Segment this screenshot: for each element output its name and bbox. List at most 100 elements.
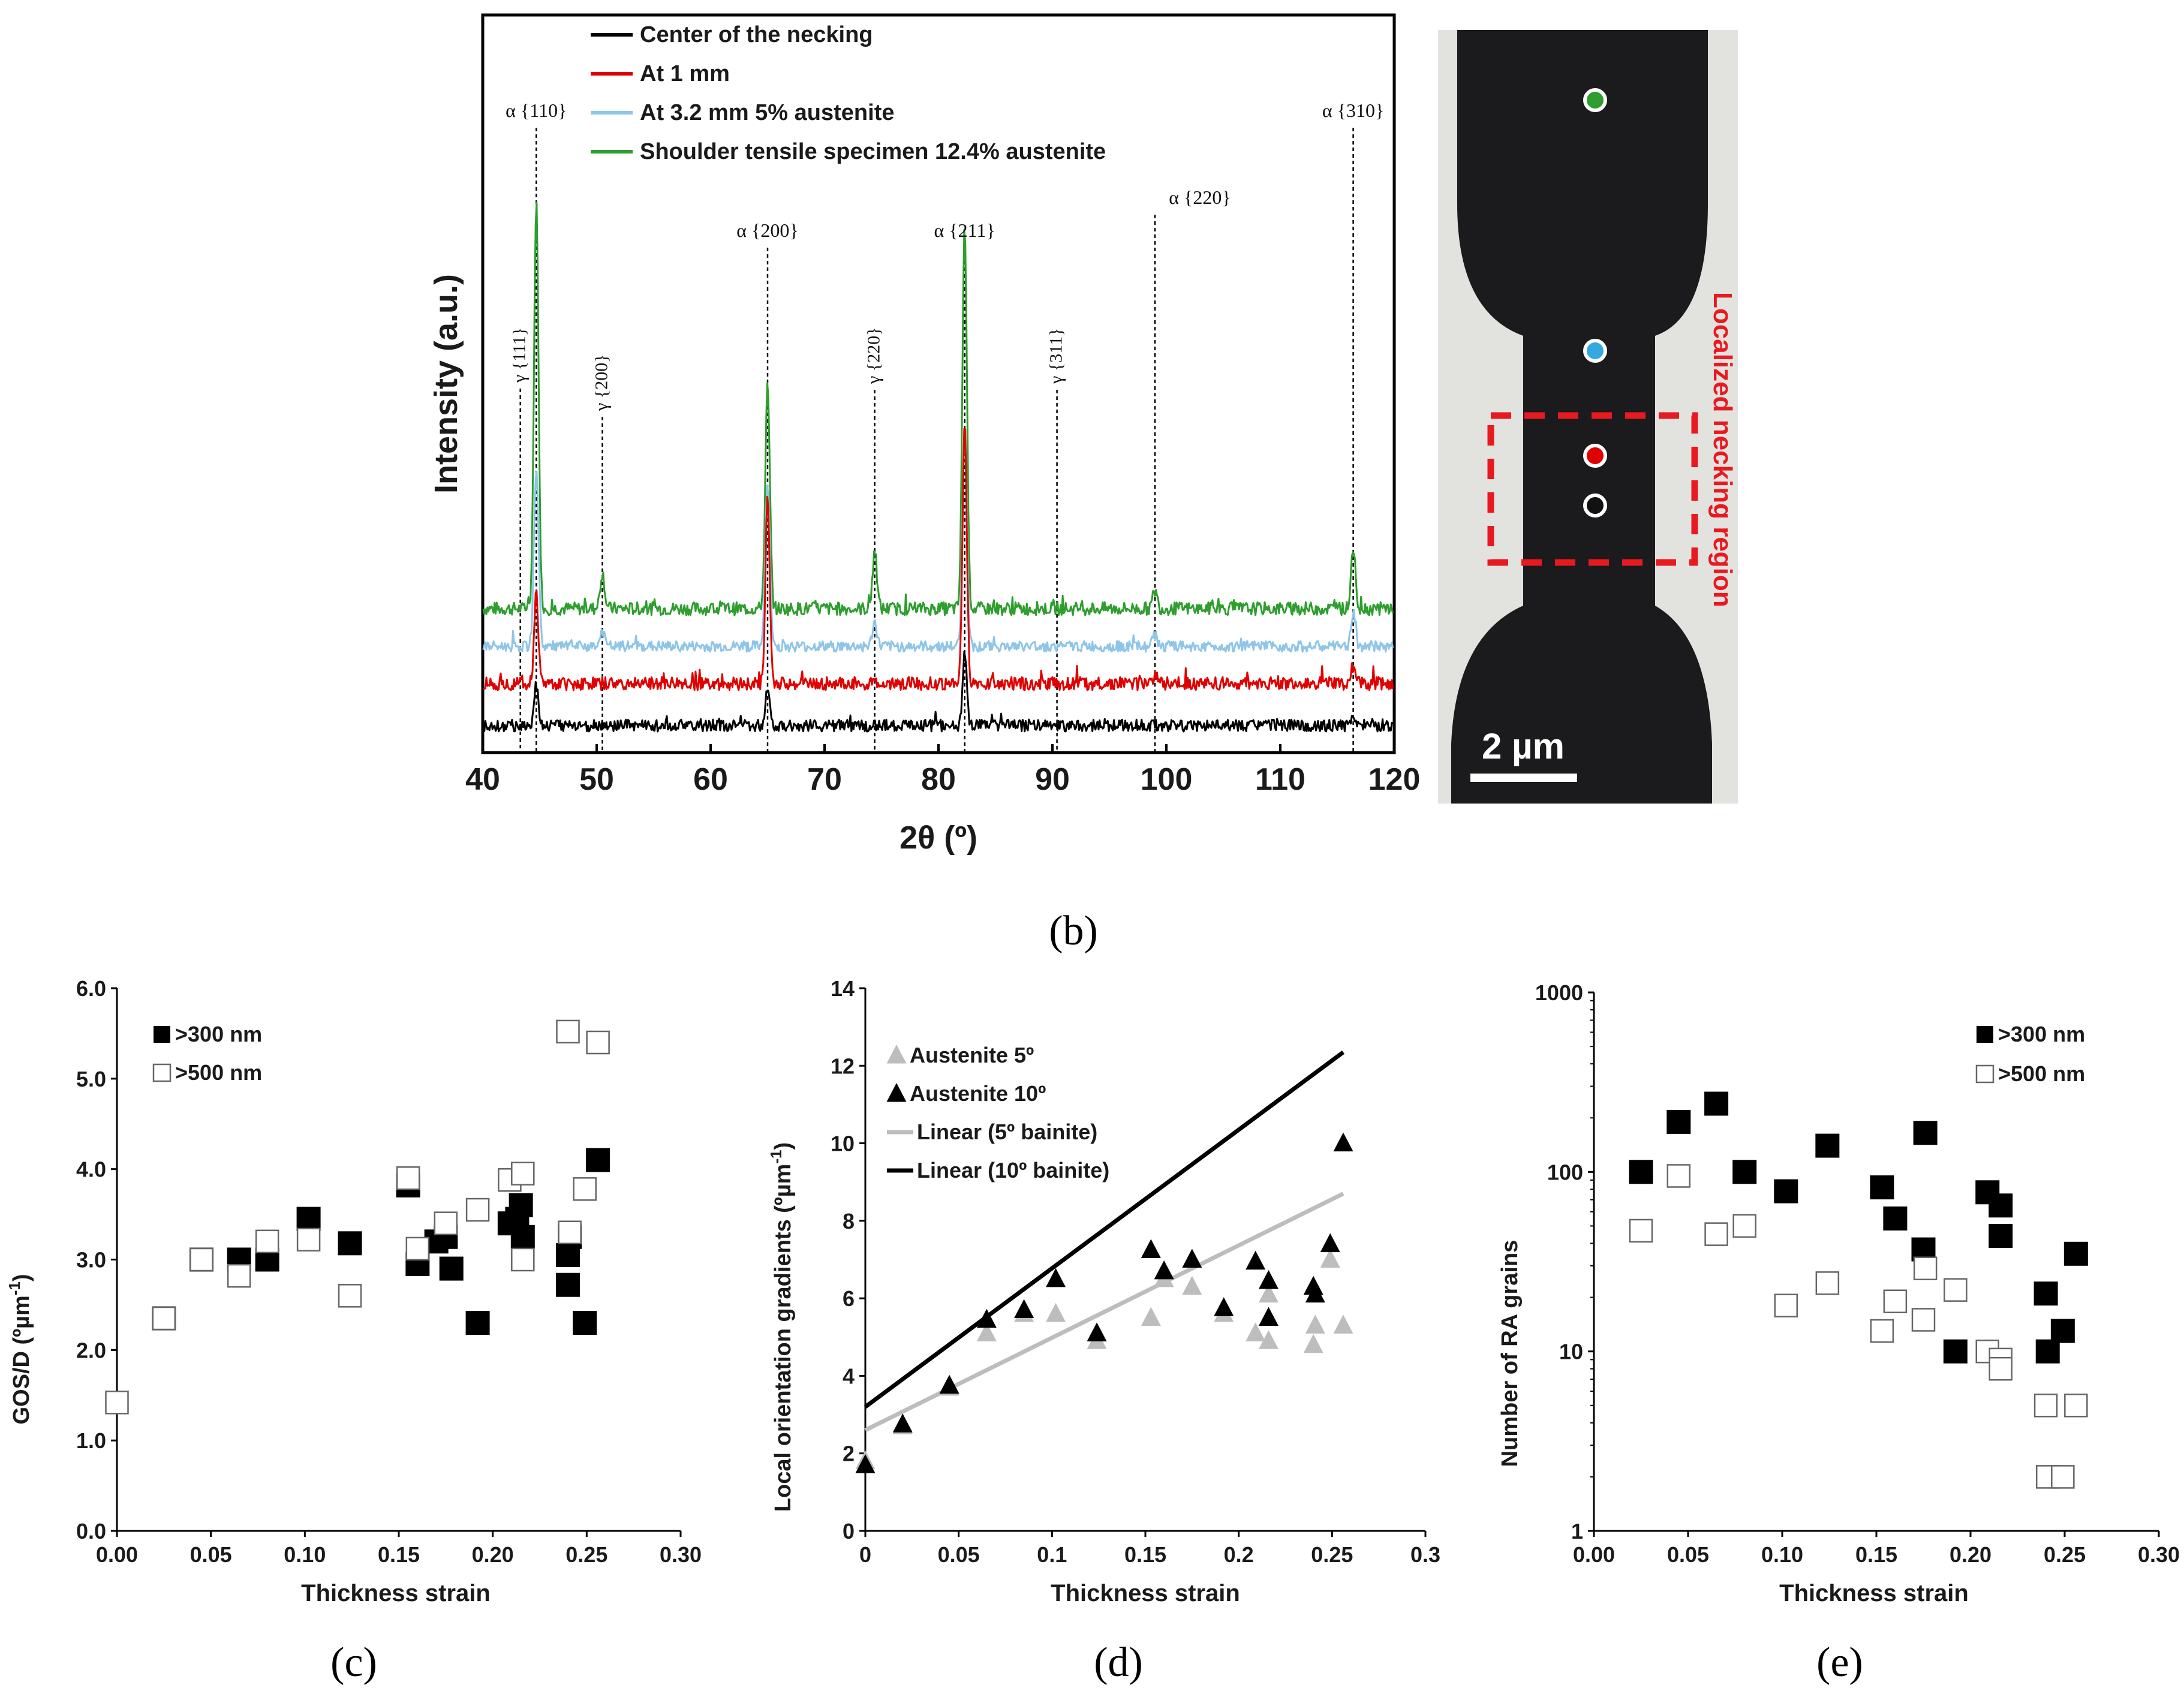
- black-triangle-point: [976, 1308, 997, 1328]
- gray-triangle-point: [1046, 1303, 1066, 1322]
- filled-square-point: [1629, 1160, 1653, 1184]
- filled-square-point: [439, 1256, 464, 1281]
- gray-triangle-point: [1246, 1322, 1266, 1341]
- ra-ylabel: Number of RA grains: [1497, 1240, 1523, 1467]
- legend-label: At 1 mm: [640, 61, 730, 86]
- caption-b: (b): [1049, 908, 1098, 954]
- filled-square-point: [509, 1193, 533, 1217]
- specimen-photo: Localized necking region 2 µm: [1438, 30, 1738, 804]
- open-square-point: [405, 1236, 430, 1261]
- gos-ytick-label: 4.0: [76, 1157, 106, 1182]
- ra-xtick-label: 0.00: [1573, 1542, 1615, 1567]
- open-square-point: [1629, 1218, 1653, 1243]
- xrd-xtick-label: 120: [1368, 762, 1421, 797]
- legend-filled-square: [1977, 1026, 1993, 1043]
- black-triangle-point: [886, 1083, 907, 1102]
- legend-filled-square: [154, 1026, 170, 1043]
- black-triangle-point: [939, 1374, 959, 1394]
- caption-c: (c): [330, 1639, 377, 1686]
- open-square-point: [2033, 1394, 2058, 1418]
- log-xtick-label: 0: [859, 1542, 871, 1567]
- legend-label: At 3.2 mm 5% austenite: [640, 100, 894, 125]
- open-square-point: [465, 1197, 490, 1222]
- filled-square-point: [1883, 1206, 1908, 1231]
- open-square-point: [556, 1019, 580, 1044]
- alpha-peak-label: α {200}: [736, 219, 798, 241]
- black-triangle-point: [855, 1454, 876, 1473]
- gray-triangle-point: [1141, 1307, 1161, 1326]
- scale-bar-label: 2 µm: [1482, 726, 1565, 766]
- filled-square-point: [2050, 1319, 2075, 1343]
- gray-triangle-point: [886, 1045, 907, 1064]
- black-triangle-point: [1154, 1260, 1174, 1280]
- black-triangle-point: [1214, 1297, 1234, 1316]
- alpha-peak-label: α {211}: [934, 219, 995, 241]
- log-xtick-label: 0.2: [1224, 1542, 1254, 1567]
- gray-triangle-point: [1258, 1330, 1278, 1349]
- open-square-point: [1944, 1278, 1968, 1302]
- gamma-peak-label: γ {220}: [864, 327, 884, 384]
- black-triangle-point: [1046, 1268, 1066, 1287]
- filled-square-point: [338, 1231, 362, 1256]
- open-square-point: [338, 1284, 362, 1308]
- gos-panel: 0.00 0.05 0.10 0.15 0.20 0.25 0.30 0.0 1.0 2.0 3.0…: [5, 976, 702, 1606]
- filled-square-point: [465, 1311, 490, 1335]
- filled-square-point: [1732, 1160, 1757, 1184]
- log-ytick-label: 8: [843, 1209, 855, 1233]
- legend-label: Linear (5º bainite): [917, 1120, 1097, 1144]
- log-ytick-label: 12: [831, 1054, 855, 1078]
- xrd-xlabel: 2θ (º): [900, 820, 977, 856]
- dot-center: [1583, 494, 1607, 517]
- open-square-point: [152, 1306, 176, 1331]
- xrd-trace: [483, 428, 1394, 691]
- black-triangle-point: [1305, 1283, 1325, 1303]
- log-xtick-label: 0.25: [1311, 1542, 1353, 1567]
- gray-triangle-point: [976, 1322, 997, 1341]
- dot-1mm: [1583, 444, 1607, 468]
- filled-square-point: [556, 1272, 580, 1297]
- gos-ytick-label: 0.0: [76, 1519, 106, 1543]
- ra-panel: 0.00 0.05 0.10 0.15 0.20 0.25 0.30 1 10 100 1000 >…: [1497, 980, 2180, 1606]
- xrd-xtick-label: 100: [1141, 762, 1193, 797]
- ra-xtick-label: 0.25: [2044, 1542, 2086, 1567]
- gos-xtick-label: 0.25: [565, 1542, 607, 1567]
- filled-square-point: [2035, 1339, 2060, 1364]
- gos-xtick-label: 0.10: [284, 1542, 326, 1567]
- legend-label: Center of the necking: [640, 22, 873, 47]
- caption-d: (d): [1094, 1639, 1143, 1686]
- xrd-xtick-label: 60: [693, 762, 728, 797]
- black-triangle-point: [1320, 1233, 1340, 1253]
- alpha-peak-label: α {110}: [506, 100, 567, 121]
- legend-label: >300 nm: [1998, 1022, 2085, 1046]
- open-square-point: [105, 1391, 129, 1415]
- gos-xtick-label: 0.05: [190, 1542, 232, 1567]
- black-triangle-point: [1182, 1248, 1202, 1268]
- filled-square-point: [1666, 1109, 1691, 1134]
- black-triangle-point: [1258, 1270, 1278, 1289]
- ra-ytick-label: 1000: [1535, 980, 1583, 1005]
- necking-region-box: [1487, 412, 1698, 566]
- open-square-point: [396, 1166, 420, 1190]
- black-triangle-point: [1087, 1322, 1107, 1341]
- log-panel: 0 0.05 0.1 0.15 0.2 0.25 0.3 0 2 4 6 8 10 12 14 Austen…: [767, 976, 1440, 1606]
- gray-triangle-point: [1303, 1334, 1323, 1353]
- filled-square-point: [296, 1206, 321, 1231]
- ra-ytick-label: 100: [1547, 1160, 1583, 1184]
- xrd-plot-frame: [481, 13, 1396, 754]
- ra-xlabel: Thickness strain: [1779, 1580, 1969, 1606]
- filled-square-point: [586, 1148, 610, 1172]
- ra-xtick-label: 0.15: [1855, 1542, 1897, 1567]
- gamma-peak-label: γ {311}: [1046, 328, 1066, 384]
- log-ylabel: Local orientation gradients (ºµm-1): [767, 1142, 796, 1512]
- ra-ytick-label: 10: [1559, 1340, 1583, 1364]
- dot-shoulder: [1583, 88, 1607, 112]
- filled-square-point: [573, 1311, 597, 1335]
- gos-ylabel: GOS/D (ºµm-1): [5, 1274, 34, 1424]
- ra-xtick-label: 0.20: [1950, 1542, 1992, 1567]
- gray-triangle-point: [1333, 1314, 1353, 1334]
- caption-e: (e): [1816, 1639, 1863, 1686]
- legend-label: Shoulder tensile specimen 12.4% austenit…: [640, 139, 1106, 164]
- gray-triangle-point: [1182, 1275, 1202, 1295]
- gos-ytick-label: 2.0: [76, 1338, 106, 1362]
